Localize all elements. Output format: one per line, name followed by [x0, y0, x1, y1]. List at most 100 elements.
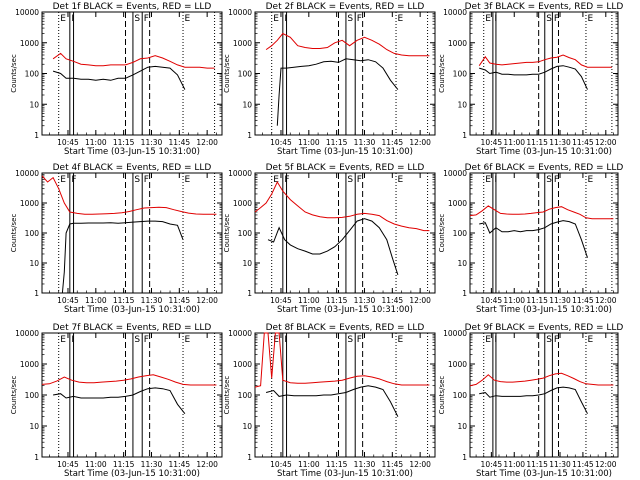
events-series-line — [52, 65, 186, 90]
x-tick-label: 11:15 — [526, 460, 548, 469]
y-axis-title: Counts/sec — [223, 214, 231, 253]
flag-label: F — [284, 175, 289, 185]
flag-label: I — [284, 14, 287, 24]
x-tick-label: 11:30 — [549, 138, 571, 147]
x-tick-label: 11:45 — [169, 296, 191, 305]
y-axis-title: Counts/sec — [438, 214, 446, 253]
x-tick-label: 11:15 — [326, 296, 348, 305]
y-axis-title: Counts/sec — [10, 54, 18, 93]
x-tick-label: 10:45 — [57, 296, 79, 305]
y-tick-label: 100 — [238, 391, 253, 400]
y-tick-label: 10 — [29, 259, 39, 268]
plot-frame — [469, 172, 619, 294]
panel-title: Det 2f BLACK = Events, RED = LLD — [266, 2, 425, 12]
panel-title: Det 8f BLACK = Events, RED = LLD — [266, 323, 425, 333]
x-axis-title: Start Time (03-Jun-15 10:31:00) — [64, 147, 200, 157]
events-series-line — [265, 385, 399, 417]
y-tick-label: 100 — [25, 70, 40, 79]
flag-label: E — [273, 14, 279, 24]
x-axis-title: Start Time (03-Jun-15 10:31:00) — [476, 469, 612, 479]
y-tick-label: 1000 — [233, 199, 252, 208]
x-tick-label: 11:45 — [169, 460, 191, 469]
flag-label: S — [347, 335, 353, 345]
flag-label: E — [485, 14, 491, 24]
panel-det-7: Det 7f BLACK = Events, RED = LLD 1 10 100 10… — [10, 323, 223, 479]
flag-label: I — [494, 175, 497, 185]
x-tick-label: 11:45 — [169, 138, 191, 147]
y-axis-title: Counts/sec — [438, 376, 446, 415]
y-tick-label: 1 — [34, 289, 39, 298]
y-axis-title: Counts/sec — [223, 54, 231, 93]
flag-label: E — [587, 14, 593, 24]
x-tick-label: 10:45 — [270, 460, 292, 469]
x-tick-label: 12:00 — [595, 460, 617, 469]
panel-title: Det 4f BLACK = Events, RED = LLD — [53, 163, 212, 173]
flag-label: S — [134, 175, 140, 185]
x-tick-label: 11:00 — [503, 296, 525, 305]
lld-series-line — [469, 205, 614, 220]
x-tick-label: 10:45 — [481, 138, 503, 147]
lld-series-line — [265, 32, 430, 57]
y-axis-title: Counts/sec — [438, 54, 446, 93]
flag-label: F — [144, 14, 149, 24]
flag-label: F — [554, 175, 559, 185]
y-tick-label: 1 — [462, 289, 467, 298]
x-tick-label: 11:15 — [326, 460, 348, 469]
x-tick-label: 11:30 — [141, 138, 163, 147]
y-tick-label: 1000 — [448, 199, 467, 208]
flag-label: F — [554, 14, 559, 24]
lld-series-line — [41, 374, 217, 386]
x-tick-label: 11:15 — [526, 296, 548, 305]
panel-det-2: Det 2f BLACK = Events, RED = LLD 1 10 100 10… — [223, 2, 436, 157]
lld-series-line — [254, 332, 430, 388]
flag-label: F — [357, 14, 362, 24]
y-tick-label: 100 — [25, 229, 40, 238]
y-tick-label: 10 — [29, 422, 39, 431]
flag-label: E — [273, 335, 279, 345]
x-tick-label: 11:15 — [326, 138, 348, 147]
panel-det-3: Det 3f BLACK = Events, RED = LLD 1 10 100 10… — [438, 2, 623, 157]
x-tick-label: 11:30 — [141, 460, 163, 469]
events-series-line — [53, 387, 186, 415]
flag-label: E — [185, 14, 191, 24]
x-tick-label: 12:00 — [196, 138, 218, 147]
y-tick-label: 10000 — [15, 169, 39, 178]
panel-det-8: Det 8f BLACK = Events, RED = LLD 1 10 100 10… — [223, 323, 436, 479]
y-tick-label: 10000 — [228, 8, 252, 17]
y-tick-label: 10000 — [15, 8, 39, 17]
flag-label: E — [185, 175, 191, 185]
lld-series-line — [469, 372, 614, 387]
panel-det-5: Det 5f BLACK = Events, RED = LLD 1 10 100 10… — [223, 163, 436, 315]
y-tick-label: 10 — [457, 259, 467, 268]
x-tick-label: 10:45 — [481, 296, 503, 305]
x-tick-label: 12:00 — [409, 296, 431, 305]
plot-frame — [254, 332, 436, 458]
y-tick-label: 1000 — [20, 39, 39, 48]
flag-label: F — [357, 175, 362, 185]
x-tick-label: 11:15 — [113, 296, 135, 305]
plot-frame — [254, 11, 436, 136]
y-tick-label: 1 — [34, 131, 39, 140]
flag-label: F — [554, 335, 559, 345]
x-tick-label: 10:45 — [57, 460, 79, 469]
y-tick-label: 1000 — [233, 360, 252, 369]
flag-label: E — [398, 175, 404, 185]
x-tick-label: 11:00 — [298, 460, 320, 469]
flag-label: I — [494, 335, 497, 345]
y-tick-label: 1 — [247, 289, 252, 298]
y-tick-label: 10000 — [443, 169, 467, 178]
x-tick-label: 12:00 — [595, 296, 617, 305]
flag-label: S — [347, 14, 353, 24]
y-tick-label: 1000 — [20, 360, 39, 369]
flag-label: I — [71, 14, 74, 24]
x-tick-label: 11:00 — [85, 460, 107, 469]
panel-title: Det 7f BLACK = Events, RED = LLD — [53, 323, 212, 333]
x-axis-title: Start Time (03-Jun-15 10:31:00) — [64, 305, 200, 315]
panel-det-9: Det 9f BLACK = Events, RED = LLD 1 10 100 10… — [438, 323, 623, 479]
x-tick-label: 10:45 — [481, 460, 503, 469]
flag-label: F — [144, 175, 149, 185]
y-tick-label: 100 — [453, 229, 468, 238]
panel-title: Det 5f BLACK = Events, RED = LLD — [266, 163, 425, 173]
lld-series-line — [52, 52, 215, 69]
